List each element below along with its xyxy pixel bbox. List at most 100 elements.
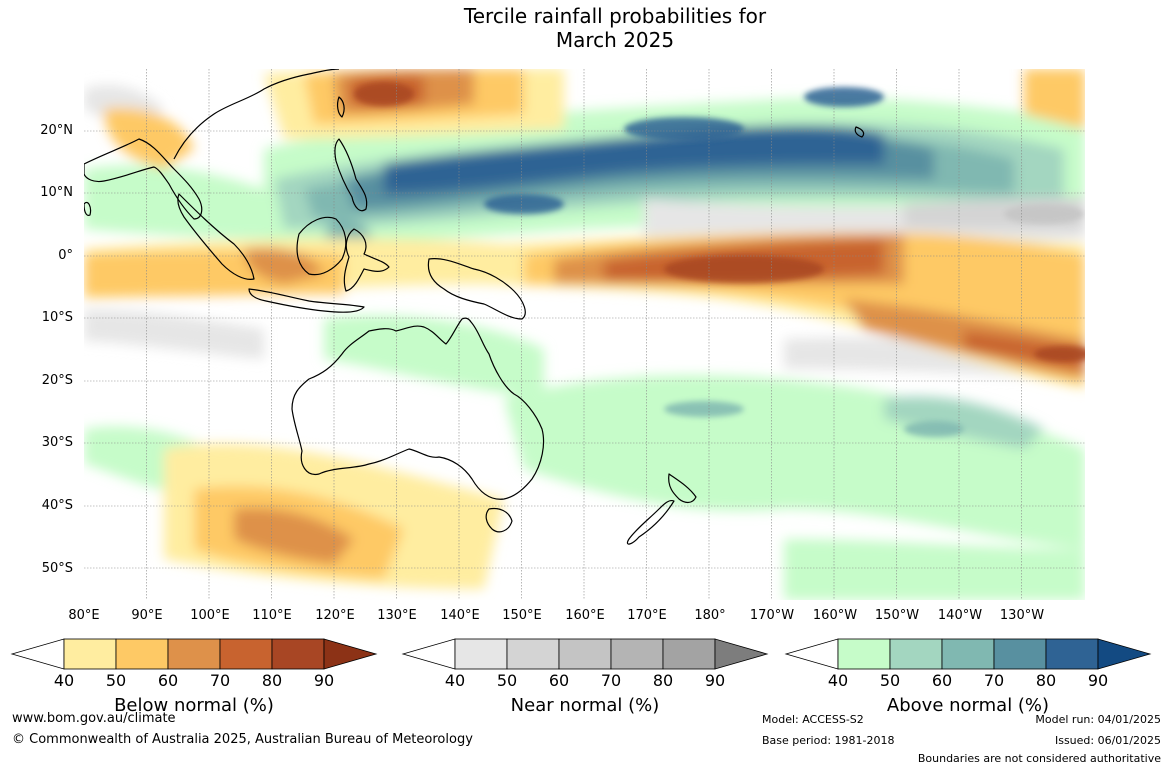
near-normal-tick: 80 — [652, 671, 674, 690]
asia-coastline — [173, 69, 340, 160]
lon-label-140e: 140°E — [440, 608, 480, 623]
probability-map — [84, 69, 1085, 600]
lon-label-130w: 130°W — [999, 608, 1045, 623]
colorbar-segment — [784, 638, 839, 670]
model-run-info: Model run: 04/01/2025 — [1035, 713, 1161, 726]
near-normal-tick: 60 — [548, 671, 570, 690]
disclaimer-text: Boundaries are not considered authoritat… — [917, 752, 1161, 765]
probability-detail — [354, 82, 1085, 437]
near-normal-tick: 90 — [704, 671, 726, 690]
colorbar-segment — [662, 638, 716, 670]
below-normal-patch — [104, 108, 194, 169]
colorbar-segment — [401, 638, 456, 670]
new-zealand-outline — [668, 473, 697, 504]
lat-label-0: 0° — [58, 248, 73, 263]
gridlines — [84, 69, 1085, 600]
colorbar-segment — [714, 638, 769, 670]
colorbar-segment — [63, 638, 117, 670]
issued-info: Issued: 06/01/2025 — [1054, 734, 1161, 747]
above-normal-patch — [484, 194, 564, 214]
above-normal-tick: 80 — [1035, 671, 1057, 690]
near-normal-patch — [84, 309, 264, 359]
above-normal-tick: 40 — [827, 671, 849, 690]
lon-label-90e: 90°E — [131, 608, 163, 623]
above-normal-patch — [624, 117, 744, 141]
above-normal-tick: 90 — [1087, 671, 1109, 690]
colorbar-segment — [10, 638, 65, 670]
below-normal-colorbar — [10, 638, 378, 670]
colorbar-segment — [610, 638, 664, 670]
above-normal-patch — [324, 315, 544, 399]
lon-label-170e: 170°E — [627, 608, 667, 623]
below-normal-tick: 60 — [157, 671, 179, 690]
lat-label-30s: 30°S — [41, 435, 73, 450]
below-normal-patch — [664, 255, 824, 283]
coastlines — [84, 69, 865, 545]
java-outline — [248, 288, 365, 313]
colorbar-segment — [1097, 638, 1152, 670]
lon-label-130e: 130°E — [377, 608, 417, 623]
taiwan-outline — [336, 96, 345, 118]
near-normal-legend-title: Near normal (%) — [510, 695, 660, 716]
above-normal-legend-title: Above normal (%) — [886, 695, 1050, 716]
map-title: Tercile rainfall probabilities for March… — [415, 4, 815, 52]
lon-label-160w: 160°W — [812, 608, 858, 623]
colorbar-segment — [558, 638, 612, 670]
lon-label-150w: 150°W — [874, 608, 920, 623]
below-normal-legend-title: Below normal (%) — [114, 695, 274, 716]
lon-label-160e: 160°E — [565, 608, 605, 623]
lon-label-110e: 110°E — [252, 608, 292, 623]
near-normal-colorbar — [401, 638, 769, 670]
tasmania-outline — [485, 507, 513, 533]
below-normal-tick: 90 — [313, 671, 335, 690]
colorbar-segment — [837, 638, 891, 670]
below-normal-tick: 50 — [105, 671, 127, 690]
new-guinea-outline — [427, 258, 526, 320]
hawaii-outline — [854, 126, 865, 138]
near-normal-tick: 50 — [496, 671, 518, 690]
lon-label-140w: 140°W — [937, 608, 983, 623]
lat-label-10s: 10°S — [41, 310, 73, 325]
colorbar-segment — [993, 638, 1047, 670]
near-normal-tick: 70 — [600, 671, 622, 690]
lon-label-80e: 80°E — [68, 608, 100, 623]
above-normal-colorbar — [784, 638, 1152, 670]
map-title-line1: Tercile rainfall probabilities for — [463, 4, 767, 28]
lon-label-100e: 100°E — [190, 608, 230, 623]
below-normal-tick: 80 — [261, 671, 283, 690]
above-normal-patch — [904, 421, 964, 437]
below-normal-patch — [1034, 346, 1085, 362]
base-period-info: Base period: 1981-2018 — [762, 734, 895, 747]
lon-label-120e: 120°E — [315, 608, 355, 623]
colorbar-segment — [454, 638, 508, 670]
lon-label-180: 180° — [694, 608, 726, 623]
colorbar-segment — [506, 638, 560, 670]
colorbar-segment — [115, 638, 169, 670]
asia-coastline — [84, 138, 203, 220]
website-link[interactable]: www.bom.gov.au/climate — [12, 711, 176, 726]
lon-label-150e: 150°E — [502, 608, 542, 623]
near-normal-tick: 40 — [444, 671, 466, 690]
lat-label-20s: 20°S — [41, 373, 73, 388]
colorbar-segment — [1045, 638, 1099, 670]
below-normal-tick: 70 — [209, 671, 231, 690]
above-normal-tick: 60 — [931, 671, 953, 690]
new-zealand-outline — [626, 499, 675, 545]
model-info: Model: ACCESS-S2 — [762, 713, 864, 726]
colorbar-segment — [889, 638, 943, 670]
above-normal-tick: 50 — [879, 671, 901, 690]
colorbar-segment — [219, 638, 273, 670]
sri-lanka-outline — [84, 201, 92, 216]
below-normal-patch — [234, 508, 354, 564]
lon-label-170w: 170°W — [749, 608, 795, 623]
map-title-line2: March 2025 — [555, 28, 675, 52]
philippines-outline — [334, 138, 368, 212]
lat-label-10n: 10°N — [40, 185, 73, 200]
near-normal-patch — [1004, 204, 1084, 224]
below-normal-patch — [354, 82, 414, 106]
above-normal-patch — [664, 401, 744, 417]
above-normal-patch — [384, 125, 884, 194]
above-normal-patch — [504, 375, 1085, 549]
above-normal-patch — [884, 396, 1044, 449]
lat-label-40s: 40°S — [41, 498, 73, 513]
